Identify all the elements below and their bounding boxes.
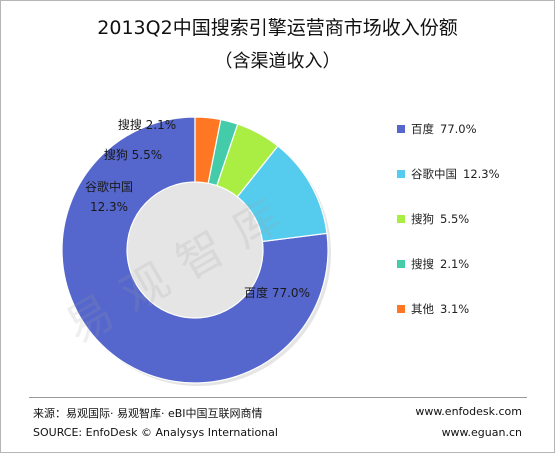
legend-label: 其他 [411, 302, 434, 316]
legend-label: 搜狗 [411, 212, 434, 226]
slice-label-2: 搜狗 5.5% [104, 147, 162, 162]
legend-label: 搜搜 [411, 257, 434, 271]
slice-0 [61, 116, 329, 384]
legend-swatch [397, 259, 405, 268]
slice-3 [207, 118, 239, 187]
legend-swatch [397, 124, 405, 133]
legend-swatch [397, 169, 405, 178]
slice-1 [236, 145, 328, 243]
slice-4 [194, 116, 222, 184]
legend-label: 谷歌中国 [411, 167, 457, 181]
legend-item-2: 搜狗 5.5% [397, 211, 469, 227]
legend-item-4: 其他 3.1% [397, 301, 469, 317]
legend-value: 12.3% [463, 167, 500, 181]
legend-value: 77.0% [440, 122, 477, 136]
legend-swatch [397, 304, 405, 313]
footer-divider [29, 397, 527, 398]
legend-label: 百度 [411, 122, 434, 136]
legend-swatch [397, 214, 405, 223]
slice-label-1: 谷歌中国 12.3% [85, 179, 133, 214]
legend-item-3: 搜搜 2.1% [397, 256, 469, 272]
footer-url-enfodesk: www.enfodesk.com [415, 405, 522, 418]
legend-item-0: 百度 77.0% [397, 121, 477, 137]
legend-value: 2.1% [440, 257, 470, 271]
slice-label-0: 百度 77.0% [244, 285, 310, 300]
footer-url-eguan: www.eguan.cn [441, 426, 522, 439]
chart-title: 2013Q2中国搜索引擎运营商市场收入份额 [97, 17, 458, 39]
footer-source-en: SOURCE: EnfoDesk © Analysys Internationa… [33, 426, 278, 439]
legend-item-1: 谷歌中国 12.3% [397, 166, 500, 182]
footer-source-cn: 来源：易观国际· 易观智库· eBI中国互联网商情 [33, 407, 263, 420]
chart-subtitle: （含渠道收入） [214, 51, 341, 72]
legend-value: 3.1% [440, 302, 470, 316]
slice-label-3: 搜搜 2.1% [118, 117, 176, 132]
legend-value: 5.5% [440, 212, 470, 226]
